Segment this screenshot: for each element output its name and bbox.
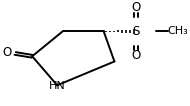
Text: O: O	[2, 46, 12, 59]
Text: O: O	[131, 1, 141, 14]
Text: CH₃: CH₃	[167, 26, 188, 36]
Text: S: S	[132, 25, 140, 38]
Text: O: O	[131, 49, 141, 62]
Text: HN: HN	[49, 81, 66, 91]
